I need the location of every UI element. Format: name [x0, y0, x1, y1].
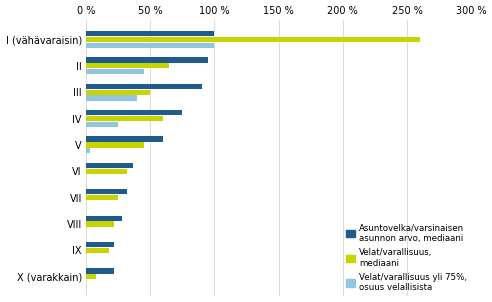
Bar — [86, 216, 122, 221]
Bar — [86, 242, 114, 247]
Bar — [86, 248, 109, 253]
Bar — [86, 274, 96, 279]
Bar — [86, 116, 163, 121]
Bar — [86, 189, 127, 194]
Bar — [86, 148, 90, 153]
Bar — [86, 122, 118, 127]
Bar — [86, 137, 163, 142]
Bar — [86, 90, 150, 95]
Bar — [86, 169, 127, 174]
Bar — [86, 110, 182, 115]
Bar — [86, 95, 137, 101]
Bar — [86, 221, 114, 226]
Bar — [86, 163, 133, 168]
Legend: Asuntovelka/varsinaisen
asunnon arvo, mediaani, Velat/varallisuus,
mediaani, Vel: Asuntovelka/varsinaisen asunnon arvo, me… — [346, 223, 467, 292]
Bar — [86, 43, 215, 48]
Bar — [86, 37, 420, 42]
Bar — [86, 84, 202, 89]
Bar — [86, 268, 114, 274]
Bar — [86, 63, 169, 69]
Bar — [86, 142, 144, 148]
Bar — [86, 195, 118, 200]
Bar — [86, 69, 144, 74]
Bar — [86, 57, 208, 63]
Bar — [86, 31, 215, 36]
